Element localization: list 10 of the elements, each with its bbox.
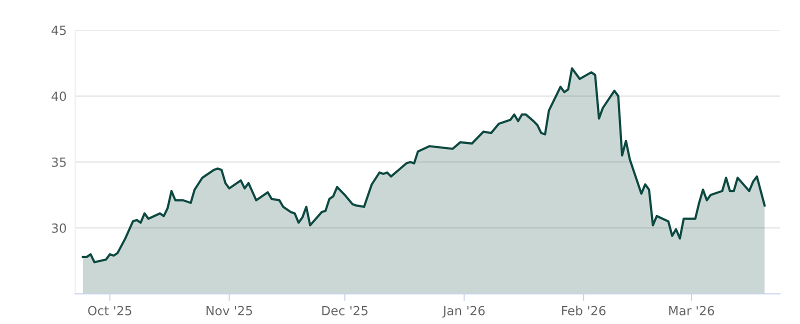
y-tick-label: 45 bbox=[52, 26, 66, 36]
x-tick-label: Jan '26 bbox=[442, 306, 485, 318]
x-tick-label: Oct '25 bbox=[88, 306, 132, 316]
y-tick-label: 40 bbox=[52, 92, 66, 101]
x-tick-label: Mar '26 bbox=[669, 306, 714, 316]
y-tick-label: 30 bbox=[52, 223, 66, 233]
y-tick-label: 35 bbox=[52, 157, 66, 167]
x-tick-label: Feb '26 bbox=[562, 306, 606, 316]
x-tick-label: Nov '25 bbox=[206, 306, 252, 316]
x-tick-label: Dec '25 bbox=[322, 306, 368, 316]
